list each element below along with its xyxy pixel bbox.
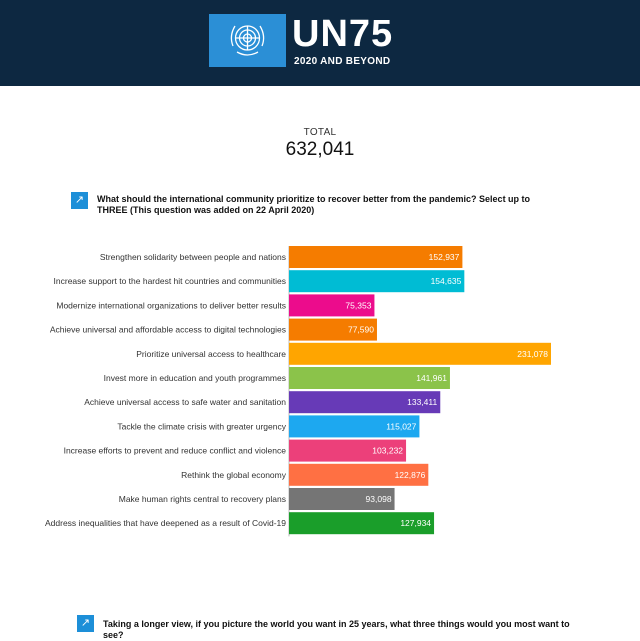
category-label: Invest more in education and youth progr… [104, 373, 286, 383]
un75-logo: UN75 2020 AND BEYOND [292, 12, 412, 72]
expand-arrow-icon[interactable]: ↗ [71, 192, 88, 209]
logo-text: UN75 [292, 13, 394, 55]
value-label: 152,937 [429, 252, 460, 262]
tagline: 2020 AND BEYOND [294, 56, 391, 67]
bar[interactable] [289, 318, 377, 341]
category-label: Increase support to the hardest hit coun… [54, 276, 286, 286]
bar[interactable] [289, 415, 420, 438]
bar[interactable] [289, 463, 429, 486]
category-label: Prioritize universal access to healthcar… [136, 349, 286, 359]
bar[interactable] [289, 439, 407, 462]
category-label: Tackle the climate crisis with greater u… [117, 421, 286, 431]
category-label: Modernize international organizations to… [56, 300, 286, 310]
bar[interactable] [289, 367, 450, 389]
category-label: Make human rights central to recovery pl… [119, 494, 286, 504]
value-label: 93,098 [366, 494, 392, 504]
category-label: Increase efforts to prevent and reduce c… [64, 446, 287, 456]
value-label: 75,353 [345, 300, 371, 310]
expand-arrow-icon[interactable]: ↗ [77, 615, 94, 632]
bar[interactable] [289, 391, 441, 414]
value-label: 154,635 [431, 276, 462, 286]
bar[interactable] [289, 294, 375, 317]
value-label: 77,590 [348, 325, 374, 335]
value-label: 127,934 [400, 518, 431, 528]
bar[interactable] [289, 488, 395, 510]
bar[interactable] [289, 270, 465, 293]
value-label: 231,078 [517, 349, 548, 359]
total-label: TOTAL [303, 127, 337, 138]
value-label: 103,232 [372, 446, 403, 456]
value-label: 141,961 [416, 373, 447, 383]
question-2-text: Taking a longer view, if you picture the… [103, 619, 570, 640]
value-label: 122,876 [395, 470, 426, 480]
category-label: Achieve universal access to safe water a… [84, 397, 286, 407]
header-banner: UN75 2020 AND BEYOND [0, 0, 640, 86]
un-emblem-icon [209, 14, 286, 67]
category-label: Strengthen solidarity between people and… [100, 252, 286, 262]
category-label: Rethink the global economy [181, 470, 287, 480]
category-label: Address inequalities that have deepened … [45, 518, 286, 528]
total-value: 632,041 [285, 139, 355, 160]
value-label: 115,027 [386, 421, 416, 431]
bar[interactable] [289, 342, 551, 365]
category-label: Achieve universal and affordable access … [50, 325, 286, 335]
bar[interactable] [289, 512, 435, 535]
bar[interactable] [289, 246, 463, 268]
value-label: 133,411 [407, 397, 437, 407]
question-1-text: What should the international community … [97, 194, 531, 215]
